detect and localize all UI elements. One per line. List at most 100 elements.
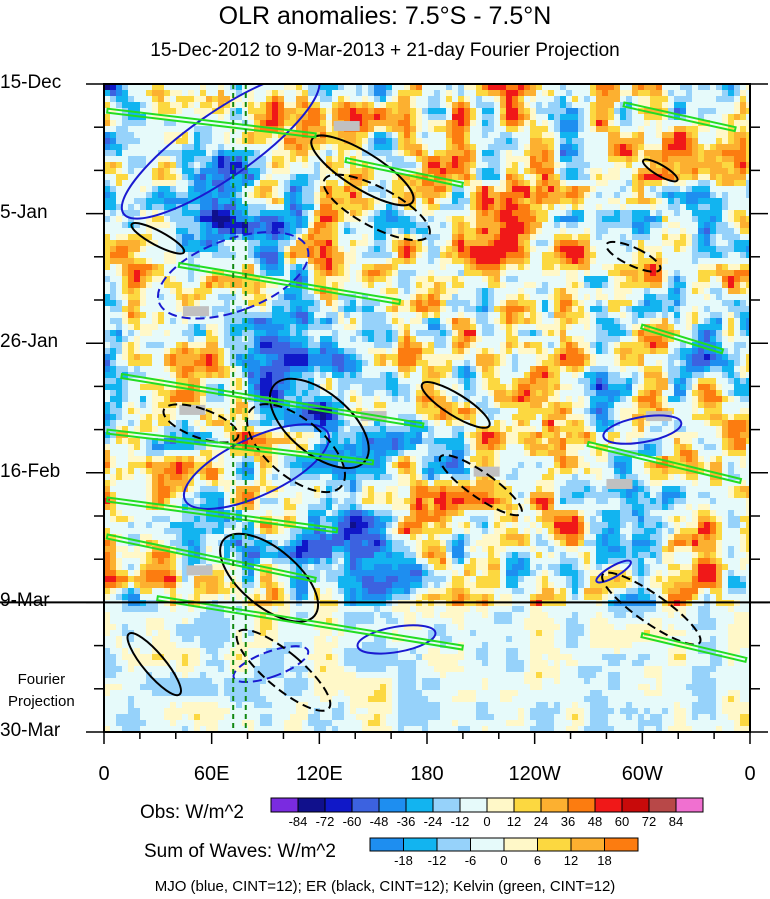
- obs-colorbar-swatch: [432, 797, 461, 813]
- obs-colorbar-swatch: [378, 797, 407, 813]
- kelvin-contour-6: [156, 595, 465, 651]
- obs-colorbar: [270, 797, 704, 813]
- kelvin-contour-3: [106, 428, 375, 466]
- missing-data-patch-1: [182, 306, 209, 317]
- obs-colorbar-swatch: [594, 797, 623, 813]
- er-contour-10: [601, 571, 702, 646]
- x-tick-label: 180: [410, 763, 444, 785]
- obs-colorbar-swatch: [486, 797, 515, 813]
- waves-colorbar-swatch: [403, 837, 438, 852]
- y-tick-label: 26-Jan: [0, 331, 59, 353]
- missing-data-patch-5: [606, 478, 633, 489]
- er-contour-5: [219, 532, 320, 623]
- mjo-contour-2: [182, 423, 331, 510]
- waves-colorbar-tick: -6: [464, 853, 477, 868]
- y-tick-label: 5-Jan: [0, 201, 48, 223]
- x-tick-label: 120E: [295, 763, 343, 785]
- x-tick-label: 120W: [508, 763, 561, 785]
- er-contour-9: [641, 158, 679, 183]
- obs-colorbar-tick: -24: [423, 814, 443, 829]
- waves-colorbar-tick: 12: [563, 853, 579, 868]
- projection-label-line1: Fourier: [17, 671, 66, 688]
- missing-data-patch-4: [473, 466, 500, 477]
- obs-colorbar-swatch: [324, 797, 353, 813]
- waves-colorbar-swatch: [537, 837, 572, 852]
- obs-colorbar-swatch: [297, 797, 326, 813]
- plot-axes: [0, 83, 770, 744]
- obs-colorbar-tick: 72: [641, 814, 657, 829]
- kelvin-contour-10: [640, 632, 748, 664]
- colorbars: [270, 797, 704, 852]
- obs-colorbar-tick: 48: [587, 814, 603, 829]
- missing-data-patch-2: [179, 404, 206, 415]
- obs-colorbar-tick: 24: [533, 814, 549, 829]
- kelvin-contour-0: [106, 107, 317, 139]
- kelvin-contour-9: [586, 440, 743, 485]
- waves-colorbar-swatch: [604, 837, 639, 852]
- x-tick-label: 60W: [621, 763, 663, 785]
- er-contour-0: [310, 134, 415, 207]
- obs-colorbar-swatch: [270, 797, 299, 813]
- er-contour-3: [268, 377, 370, 470]
- obs-colorbar-swatch: [540, 797, 569, 813]
- obs-colorbar-tick: -72: [315, 814, 335, 829]
- obs-colorbar-swatch: [513, 797, 542, 813]
- waves-colorbar-tick: 18: [597, 853, 612, 868]
- chart-footer: MJO (blue, CINT=12); ER (black, CINT=12)…: [154, 878, 616, 895]
- y-tick-label: 30-Mar: [0, 720, 61, 741]
- olr-anomaly-field: [104, 84, 750, 732]
- mjo-contour-6: [595, 559, 632, 584]
- missing-data-patch-0: [333, 121, 360, 132]
- waves-colorbar: [369, 837, 639, 852]
- obs-colorbar-tick: 36: [560, 814, 576, 829]
- chart-subtitle: 15-Dec-2012 to 9-Mar-2013 + 21-day Fouri…: [150, 40, 620, 61]
- obs-colorbar-swatch: [405, 797, 434, 813]
- obs-colorbar-tick: 0: [483, 814, 491, 829]
- x-tick-label: 0: [98, 763, 110, 785]
- projection-label: Fourier Projection: [8, 669, 75, 713]
- obs-colorbar-tick: -12: [450, 814, 470, 829]
- kelvin-contour-11: [344, 156, 465, 188]
- waves-colorbar-tick: -18: [394, 853, 413, 868]
- kelvin-contour-8: [639, 323, 725, 355]
- waves-colorbar-swatch: [470, 837, 505, 852]
- er-contour-7: [438, 454, 523, 517]
- kelvin-contour-2: [120, 372, 425, 429]
- missing-data-patch-6: [186, 565, 213, 576]
- y-tick-label: 16-Feb: [0, 460, 61, 482]
- er-contour-8: [605, 240, 662, 273]
- waves-colorbar-swatch: [436, 837, 471, 852]
- obs-colorbar-tick: 84: [668, 814, 684, 829]
- er-contour-11: [126, 632, 182, 697]
- projection-label-line2: Projection: [8, 693, 75, 710]
- waves-colorbar-label: Sum of Waves: W/m^2: [144, 841, 336, 862]
- er-contour-1: [322, 173, 431, 242]
- waves-colorbar-swatch: [570, 837, 605, 852]
- kelvin-contour-4: [105, 496, 339, 534]
- waves-colorbar-tick: 6: [533, 853, 542, 868]
- y-tick-label: 15-Dec: [0, 72, 62, 93]
- mjo-contour-3: [232, 645, 310, 684]
- obs-colorbar-tick: -48: [369, 814, 389, 829]
- mjo-contour-5: [356, 624, 437, 655]
- obs-colorbar-swatch: [567, 797, 596, 813]
- er-contour-2: [130, 222, 186, 255]
- x-tick-label: 0: [744, 763, 756, 785]
- er-contour-12: [162, 403, 240, 444]
- obs-colorbar-swatch: [648, 797, 677, 813]
- obs-colorbar-tick: -36: [396, 814, 416, 829]
- kelvin-contour-7: [622, 101, 737, 133]
- kelvin-contour-1: [177, 261, 402, 306]
- waves-colorbar-tick: 0: [500, 853, 508, 868]
- y-tick-label: 9-Mar: [0, 590, 50, 612]
- obs-colorbar-swatch: [621, 797, 650, 813]
- er-contour-4: [246, 403, 346, 494]
- er-contour-6: [420, 381, 491, 429]
- obs-colorbar-tick: 12: [506, 814, 522, 829]
- chart-title: OLR anomalies: 7.5°S - 7.5°N: [218, 2, 552, 30]
- obs-colorbar-tick: 60: [614, 814, 630, 829]
- x-tick-label: 60E: [193, 763, 230, 785]
- waves-colorbar-tick: -12: [427, 853, 447, 868]
- obs-colorbar-swatch: [351, 797, 380, 813]
